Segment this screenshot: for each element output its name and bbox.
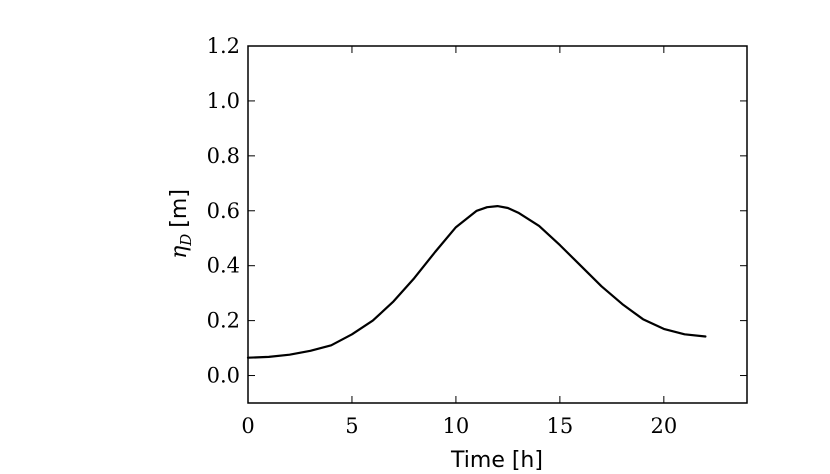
x-axis-label: Time [h] [450, 448, 543, 473]
x-tick-label: 15 [547, 414, 574, 438]
plot-layer: 0 5 10 15 20 0.0 0.2 0.4 0.6 0.8 1.0 1.2 [207, 34, 748, 438]
x-tick-label: 0 [241, 414, 254, 438]
x-tick-label: 5 [345, 414, 358, 438]
y-tick-label: 0.0 [207, 364, 240, 388]
y-axis-label-unit: [m] [167, 189, 192, 228]
y-axis-label-subscript: D [177, 234, 195, 247]
plot-frame [247, 45, 748, 404]
y-tick-label: 0.6 [207, 199, 240, 223]
y-axis-label: ηD [m] [167, 189, 195, 259]
y-axis-label-symbol: η [167, 246, 192, 259]
y-tick-label: 1.0 [207, 89, 240, 113]
y-tick-label: 0.4 [207, 254, 240, 278]
series-line [246, 205, 707, 359]
x-tick-label: 20 [650, 414, 677, 438]
y-tick-label: 0.2 [207, 309, 240, 333]
x-tick-label: 10 [443, 414, 470, 438]
y-tick-label: 0.8 [207, 144, 240, 168]
y-tick-label: 1.2 [207, 34, 240, 58]
